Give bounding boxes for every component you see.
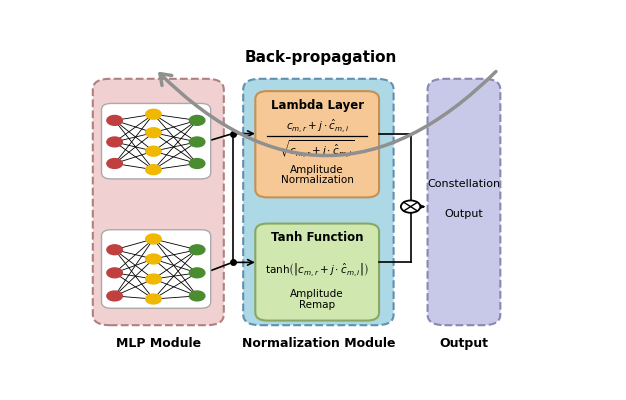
Text: Normalization: Normalization [280, 176, 354, 186]
Text: Constellation: Constellation [428, 178, 501, 188]
Text: $\tanh\!\left(\left|c_{m,r}+j\cdot\hat{c}_{m,i}\right|\right)$: $\tanh\!\left(\left|c_{m,r}+j\cdot\hat{c… [265, 261, 369, 279]
Circle shape [107, 291, 123, 301]
Circle shape [146, 294, 162, 304]
Circle shape [189, 116, 205, 125]
Text: Lambda Layer: Lambda Layer [270, 99, 364, 112]
Circle shape [146, 254, 162, 264]
FancyBboxPatch shape [93, 79, 224, 325]
Text: $c_{m,r}+j\cdot\hat{c}_{m,i}$: $c_{m,r}+j\cdot\hat{c}_{m,i}$ [285, 118, 349, 135]
FancyBboxPatch shape [101, 230, 211, 308]
Circle shape [146, 234, 162, 244]
Circle shape [401, 200, 420, 213]
Text: Normalization Module: Normalization Module [242, 337, 395, 350]
FancyBboxPatch shape [428, 79, 500, 325]
Text: MLP Module: MLP Module [116, 337, 201, 350]
Circle shape [189, 291, 205, 301]
Text: Output: Output [444, 209, 483, 219]
Text: Back-propagation: Back-propagation [245, 50, 397, 64]
Circle shape [107, 137, 123, 147]
Text: $\sqrt{c_{m,r}+j\cdot\hat{c}_{m,i}}$: $\sqrt{c_{m,r}+j\cdot\hat{c}_{m,i}}$ [279, 138, 355, 160]
Circle shape [107, 245, 123, 255]
Circle shape [146, 146, 162, 156]
Circle shape [107, 158, 123, 168]
Circle shape [146, 165, 162, 174]
FancyBboxPatch shape [101, 104, 211, 179]
Circle shape [189, 268, 205, 278]
Circle shape [189, 137, 205, 147]
Text: Amplitude: Amplitude [290, 165, 344, 175]
Text: Tanh Function: Tanh Function [271, 231, 364, 244]
FancyArrowPatch shape [160, 72, 496, 156]
FancyBboxPatch shape [255, 91, 379, 197]
FancyBboxPatch shape [243, 79, 394, 325]
Circle shape [189, 245, 205, 255]
Text: Output: Output [439, 337, 488, 350]
Circle shape [146, 274, 162, 284]
Text: Remap: Remap [299, 300, 336, 310]
Circle shape [107, 268, 123, 278]
Circle shape [146, 109, 162, 119]
Text: Amplitude: Amplitude [290, 290, 344, 299]
FancyBboxPatch shape [255, 224, 379, 320]
Circle shape [107, 116, 123, 125]
Circle shape [146, 128, 162, 138]
Circle shape [189, 158, 205, 168]
